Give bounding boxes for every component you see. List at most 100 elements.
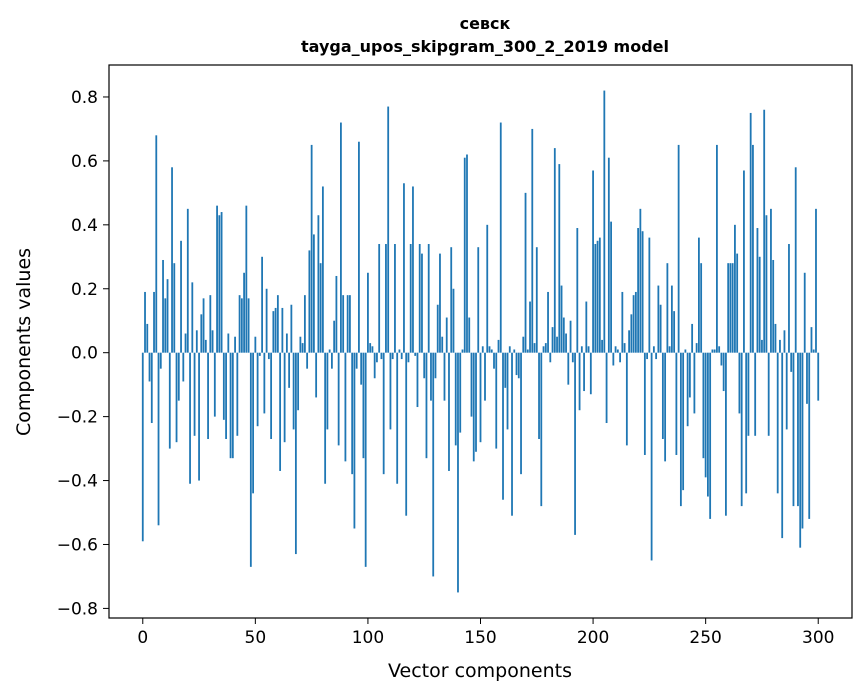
bar-24 <box>195 330 198 353</box>
bar-22 <box>191 282 194 353</box>
bar-224 <box>646 352 649 360</box>
bar-213 <box>621 291 624 353</box>
bar-80 <box>321 186 324 353</box>
bar-38 <box>227 333 230 353</box>
bar-50 <box>254 336 257 353</box>
bar-221 <box>639 208 642 353</box>
bar-257 <box>720 352 723 366</box>
bar-83 <box>328 349 331 353</box>
bar-49 <box>252 352 254 494</box>
y-tick-label: 0.2 <box>71 280 98 300</box>
bar-274 <box>758 256 761 353</box>
bar-264 <box>736 253 739 353</box>
bar-279 <box>770 208 772 353</box>
bar-284 <box>781 352 784 539</box>
bar-47 <box>247 298 250 353</box>
bar-37 <box>225 352 227 439</box>
y-tick-label: 0.0 <box>71 344 98 364</box>
bar-292 <box>799 352 802 548</box>
bar-124 <box>421 253 423 353</box>
bar-289 <box>792 352 795 507</box>
bar-280 <box>772 259 775 353</box>
bar-166 <box>515 352 518 376</box>
bar-167 <box>517 352 520 379</box>
bar-150 <box>479 352 482 443</box>
bar-215 <box>625 352 628 446</box>
bar-90 <box>344 352 347 462</box>
bar-114 <box>398 349 401 353</box>
bar-262 <box>731 263 734 353</box>
bar-270 <box>749 112 752 353</box>
bar-222 <box>641 231 644 353</box>
bar-190 <box>569 320 572 353</box>
bar-269 <box>747 352 750 436</box>
plot-frame <box>108 64 853 619</box>
bar-137 <box>450 247 453 353</box>
bar-275 <box>761 339 763 353</box>
bar-119 <box>409 244 412 353</box>
bar-216 <box>628 330 630 353</box>
y-tick-label: −0.2 <box>57 408 98 428</box>
bar-228 <box>655 352 658 360</box>
bar-43 <box>238 295 241 353</box>
bar-15 <box>175 352 178 443</box>
bar-91 <box>346 295 349 353</box>
bar-180 <box>547 291 549 353</box>
bar-160 <box>502 352 504 500</box>
bar-186 <box>560 285 563 353</box>
chart-title: севск <box>460 14 511 33</box>
bar-198 <box>587 346 590 353</box>
bar-271 <box>752 144 754 353</box>
bar-62 <box>281 307 284 353</box>
bar-161 <box>504 352 507 388</box>
bar-61 <box>279 352 282 471</box>
bar-205 <box>603 90 606 353</box>
bar-133 <box>441 336 444 353</box>
bar-134 <box>443 352 446 401</box>
bar-0 <box>141 352 144 542</box>
bar-106 <box>380 352 383 360</box>
x-axis: 0 50 100 150 200 250 300 <box>137 618 834 648</box>
bar-202 <box>596 240 599 353</box>
bar-41 <box>234 336 236 353</box>
bar-241 <box>684 349 687 353</box>
bar-32 <box>213 352 216 417</box>
bar-239 <box>679 352 682 507</box>
bar-217 <box>630 314 633 353</box>
bar-84 <box>331 352 333 369</box>
bar-46 <box>245 205 248 353</box>
bar-54 <box>263 352 266 414</box>
bar-152 <box>484 352 486 401</box>
bar-98 <box>362 352 365 459</box>
bar-227 <box>652 346 655 353</box>
bar-11 <box>166 279 169 353</box>
bar-253 <box>711 349 714 353</box>
bar-265 <box>738 352 741 414</box>
bar-252 <box>709 352 712 519</box>
bar-184 <box>556 336 558 353</box>
bar-96 <box>358 141 360 353</box>
bar-125 <box>423 352 426 379</box>
y-axis-label: Components values <box>13 248 35 436</box>
bar-212 <box>619 352 621 363</box>
bar-177 <box>540 352 543 507</box>
bar-3 <box>148 352 151 382</box>
bar-272 <box>754 352 757 436</box>
bar-168 <box>520 352 522 475</box>
bar-53 <box>261 256 263 353</box>
bar-79 <box>319 263 322 353</box>
bar-27 <box>202 298 205 353</box>
bar-127 <box>427 244 430 353</box>
bar-195 <box>580 346 583 353</box>
bar-259 <box>725 352 727 516</box>
bar-68 <box>294 352 297 555</box>
bar-85 <box>333 320 336 353</box>
bar-92 <box>349 295 351 353</box>
bar-132 <box>439 253 441 353</box>
bar-116 <box>403 183 405 353</box>
bar-104 <box>376 352 378 363</box>
bar-58 <box>272 311 275 353</box>
bar-95 <box>355 352 358 369</box>
bar-204 <box>601 339 603 353</box>
bar-219 <box>634 291 637 353</box>
